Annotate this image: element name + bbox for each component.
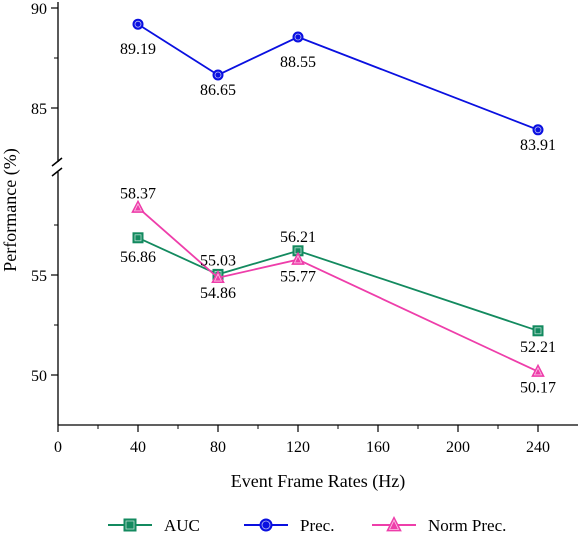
auc-data-label: 56.86: [120, 249, 156, 266]
auc-point: [532, 325, 544, 337]
prec-point-body: [292, 31, 304, 43]
legend: AUC Prec. Norm Prec.: [108, 515, 506, 534]
x-tick-label: 0: [54, 439, 62, 456]
norm-prec-series-line: [137, 206, 539, 373]
auc-data-label: 55.03: [200, 252, 236, 269]
norm-prec-point-inner: [533, 366, 543, 376]
axis-break-mark: [51, 167, 63, 177]
prec-data-label: 88.55: [280, 54, 316, 71]
norm-prec-data-label: 50.17: [520, 380, 556, 397]
legend-label: AUC: [164, 516, 200, 534]
legend-marker: [259, 518, 273, 532]
x-axis-title: Event Frame Rates (Hz): [231, 471, 405, 492]
legend-marker-body: [123, 518, 137, 532]
auc-point-inner: [534, 327, 542, 335]
axis-break-mark: [51, 157, 63, 167]
x-tick-label: 200: [446, 439, 470, 456]
legend-marker: [386, 515, 402, 532]
prec-data-label: 86.65: [200, 82, 236, 99]
prec-data-label: 89.19: [120, 41, 156, 58]
prec-point: [132, 18, 144, 30]
norm-prec-point: [131, 199, 145, 213]
x-tick-label: 240: [526, 439, 550, 456]
prec-point-inner: [294, 33, 302, 41]
prec-point-inner: [134, 20, 142, 28]
prec-point-body: [132, 18, 144, 30]
prec-point-body: [212, 69, 224, 81]
prec-point: [532, 124, 544, 136]
prec-data-label: 83.91: [520, 137, 556, 154]
legend-marker: [123, 518, 137, 532]
x-tick-label: 80: [210, 439, 226, 456]
auc-point-body: [132, 232, 144, 244]
norm-prec-point: [531, 363, 545, 377]
x-tick-label: 40: [130, 439, 146, 456]
y-tick-label: 55: [31, 268, 47, 285]
norm-prec-point-inner: [213, 273, 223, 282]
prec-point-inner: [214, 71, 222, 79]
norm-prec-point: [291, 251, 305, 265]
legend-marker-inner: [261, 520, 271, 530]
data-labels-group: 56.86 55.03 56.21 52.21 89.19 86.65 88.55 83.91…: [120, 41, 556, 396]
legend-item-auc: AUC: [108, 516, 200, 534]
auc-point-inner: [134, 234, 142, 242]
y-tick-label: 90: [31, 1, 47, 18]
y-tick-label: 50: [31, 368, 47, 385]
norm-prec-point-inner: [133, 202, 143, 212]
prec-point: [292, 31, 304, 43]
x-tick-label: 160: [366, 439, 390, 456]
auc-series-line: [137, 236, 539, 332]
legend-item-norm-prec: Norm Prec.: [372, 515, 506, 534]
prec-point-inner: [534, 126, 542, 134]
legend-marker-inner: [125, 520, 135, 530]
norm-prec-data-label: 58.37: [120, 186, 156, 203]
x-tick-label: 120: [286, 439, 310, 456]
norm-prec-data-label: 55.77: [280, 269, 316, 286]
legend-label: Prec.: [300, 516, 334, 534]
norm-prec-point: [211, 269, 225, 284]
legend-item-prec: Prec.: [244, 516, 334, 534]
y-axis-title: Performance (%): [0, 148, 21, 271]
auc-point: [132, 232, 144, 244]
series-group: [131, 18, 545, 377]
legend-marker-inner: [388, 519, 400, 530]
auc-point-body: [532, 325, 544, 337]
prec-series-line: [137, 23, 539, 131]
auc-data-label: 52.21: [520, 339, 556, 356]
norm-prec-point-inner: [293, 254, 303, 264]
legend-label: Norm Prec.: [428, 516, 506, 534]
prec-point-body: [532, 124, 544, 136]
auc-data-label: 56.21: [280, 229, 316, 246]
y-tick-label: 85: [31, 101, 47, 118]
axes: 0 40 80 120 160 200 240 85 90 50 55: [31, 1, 578, 456]
norm-prec-data-label: 54.86: [200, 285, 236, 302]
prec-point: [212, 69, 224, 81]
